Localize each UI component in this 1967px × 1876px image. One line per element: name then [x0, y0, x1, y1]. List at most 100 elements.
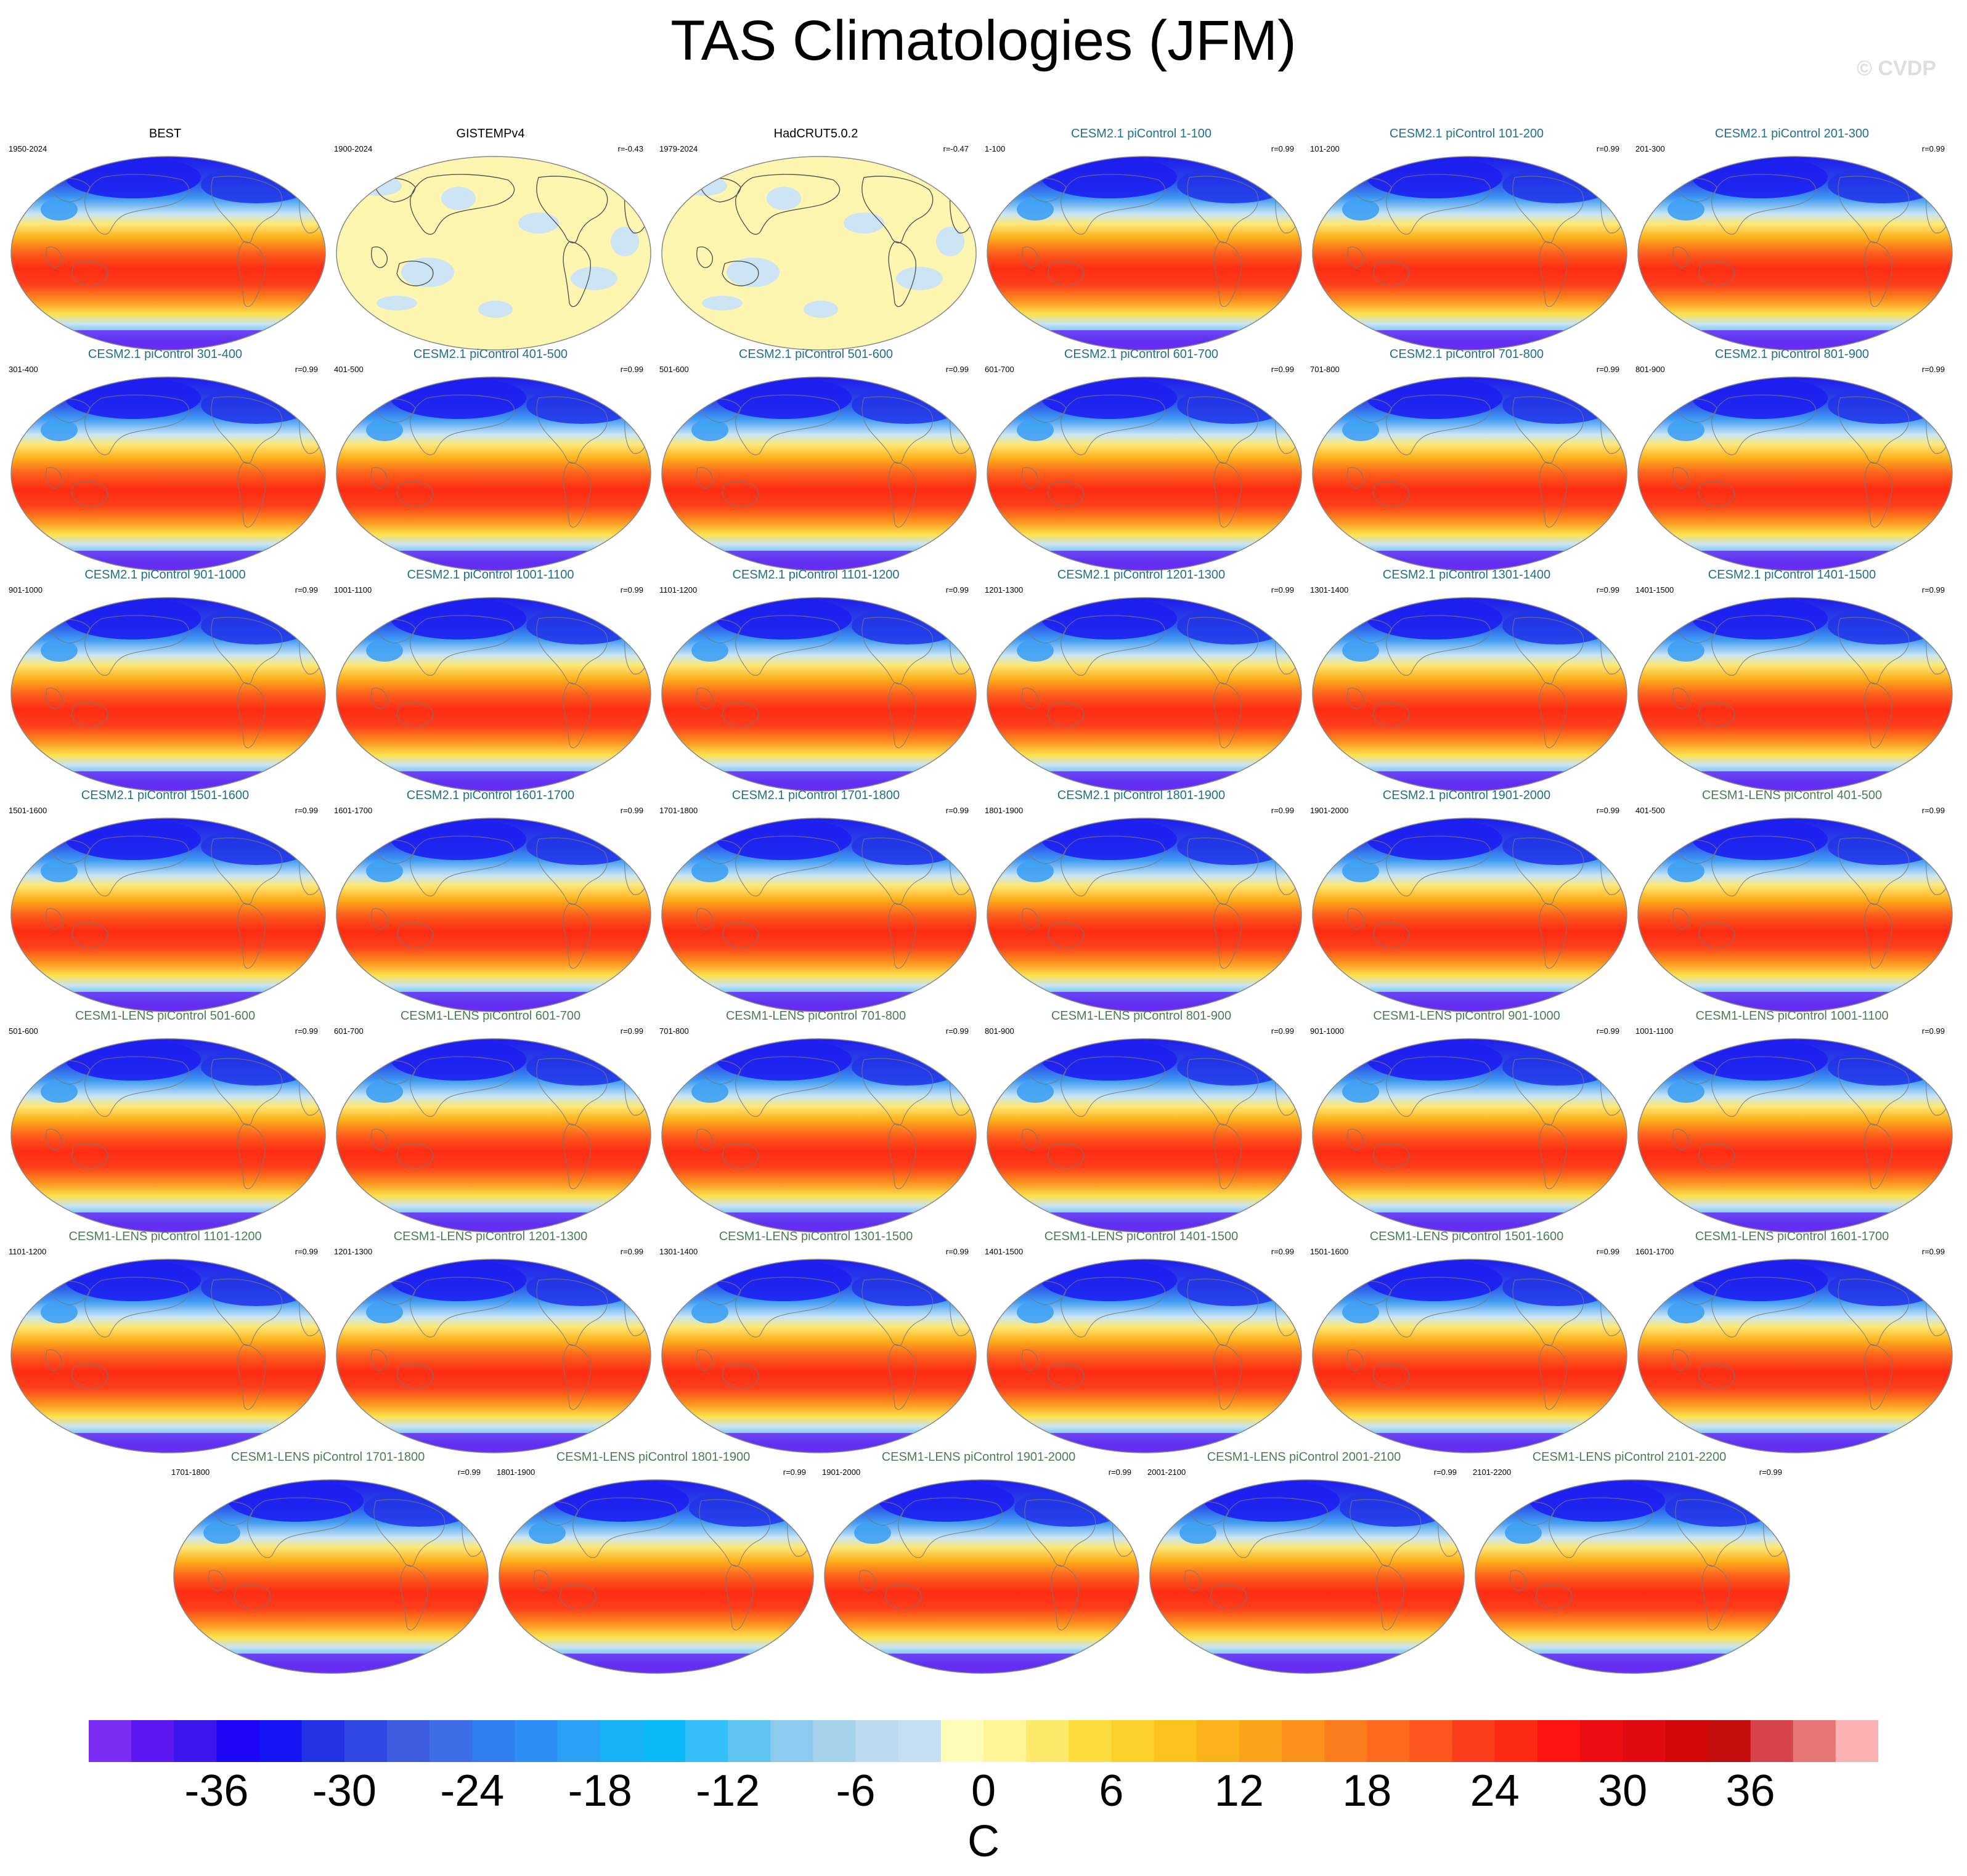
panel-title: CESM1-LENS piControl 1301-1500: [719, 1230, 913, 1243]
colorbar-bin: [1835, 1720, 1878, 1762]
world-map: [1149, 1479, 1465, 1674]
map-panel: CESM1-LENS piControl 601-700 601-700 r=0.9…: [329, 1009, 652, 1233]
panel-period: 1601-1700: [1635, 1247, 1674, 1256]
colorbar-tick-label: -18: [568, 1766, 632, 1816]
panel-correlation: r=0.99: [1596, 585, 1619, 595]
panel-period: 2101-2200: [1473, 1468, 1512, 1477]
panel-title: CESM2.1 piControl 501-600: [738, 347, 894, 361]
panel-period: 101-200: [1310, 144, 1340, 153]
panel-correlation: r=0.99: [1596, 1247, 1619, 1256]
panel-title: CESM1-LENS piControl 1501-1600: [1369, 1230, 1564, 1243]
panel-period: 1701-1800: [171, 1468, 210, 1477]
map-panel: CESM2.1 piControl 101-200 101-200 r=0.99: [1305, 127, 1628, 351]
panel-correlation: r=0.99: [1921, 806, 1945, 815]
panel-correlation: r=0.99: [1271, 144, 1294, 153]
panel-period: 1301-1400: [659, 1247, 698, 1256]
colorbar-bin: [1708, 1720, 1751, 1762]
panel-period: 801-900: [985, 1026, 1014, 1036]
panel-correlation: r=0.99: [295, 365, 318, 374]
map-panel: CESM1-LENS piControl 801-900 801-900 r=0.9…: [980, 1009, 1303, 1233]
panel-title: CESM2.1 piControl 1001-1100: [407, 568, 574, 582]
world-map: [987, 156, 1302, 351]
colorbar-bin: [557, 1720, 601, 1762]
map-panel: CESM2.1 piControl 1401-1500 1401-1500 r=0.…: [1631, 568, 1953, 792]
colorbar-tick-label: 6: [1099, 1766, 1124, 1816]
panel-period: 301-400: [9, 365, 38, 374]
colorbar-bin: [1537, 1720, 1581, 1762]
panel-title: CESM1-LENS piControl 1101-1200: [68, 1230, 262, 1243]
panel-correlation: r=0.99: [1596, 806, 1619, 815]
panel-period: 1901-2000: [822, 1468, 861, 1477]
panel-period: 1501-1600: [9, 806, 47, 815]
colorbar-bin: [1665, 1720, 1709, 1762]
panel-correlation: r=0.99: [945, 806, 969, 815]
panel-title: CESM1-LENS piControl 401-500: [1701, 789, 1883, 802]
world-map: [1637, 156, 1953, 351]
world-map: [1312, 1038, 1627, 1233]
world-map: [661, 818, 977, 1012]
panel-title: CESM2.1 piControl 401-500: [413, 347, 568, 361]
colorbar-bin: [1111, 1720, 1155, 1762]
world-map: [336, 156, 651, 351]
colorbar-bin: [685, 1720, 728, 1762]
panel-period: 1001-1100: [334, 585, 372, 595]
map-panel: CESM1-LENS piControl 2001-2100 2001-2100 r…: [1142, 1450, 1465, 1674]
colorbar-bin: [1452, 1720, 1496, 1762]
panel-title: CESM1-LENS piControl 601-700: [400, 1009, 581, 1023]
colorbar: [89, 1720, 1878, 1762]
panel-correlation: r=0.99: [1108, 1468, 1131, 1477]
colorbar-bin: [131, 1720, 174, 1762]
panel-period: 801-900: [1635, 365, 1665, 374]
panel-correlation: r=0.99: [1271, 585, 1294, 595]
panel-period: 401-500: [334, 365, 364, 374]
map-panel: CESM2.1 piControl 801-900 801-900 r=0.99: [1631, 347, 1953, 571]
panel-title: BEST: [149, 127, 182, 140]
panel-period: 1901-2000: [1310, 806, 1349, 815]
panel-correlation: r=0.99: [945, 1026, 969, 1036]
colorbar-label: C: [967, 1817, 1000, 1866]
map-panel: CESM2.1 piControl 1901-2000 1901-2000 r=0.…: [1305, 789, 1628, 1012]
panel-correlation: r=0.99: [1921, 585, 1945, 595]
panel-correlation: r=0.99: [1271, 806, 1294, 815]
colorbar-tick-label: 12: [1214, 1766, 1264, 1816]
panel-period: 1201-1300: [334, 1247, 373, 1256]
world-map: [1312, 597, 1627, 792]
colorbar-bin: [1324, 1720, 1367, 1762]
panel-period: 1401-1500: [985, 1247, 1024, 1256]
panel-period: 401-500: [1635, 806, 1665, 815]
world-map: [10, 597, 326, 792]
panel-period: 1001-1100: [1635, 1026, 1674, 1036]
colorbar-bin: [1750, 1720, 1794, 1762]
colorbar-bin: [1494, 1720, 1538, 1762]
map-panel: CESM1-LENS piControl 2101-2200 2101-2200 r…: [1468, 1450, 1791, 1674]
colorbar-bin: [1409, 1720, 1453, 1762]
map-panel: CESM2.1 piControl 1101-1200 1101-1200 r=0.…: [654, 568, 977, 792]
panel-correlation: r=0.99: [945, 585, 969, 595]
world-map: [661, 1259, 977, 1453]
map-panel: CESM2.1 piControl 901-1000 901-1000 r=0.99: [4, 568, 327, 792]
panel-title: CESM2.1 piControl 901-1000: [84, 568, 246, 582]
colorbar-tick-label: 18: [1342, 1766, 1392, 1816]
world-map: [336, 376, 651, 571]
panel-correlation: r=0.99: [457, 1468, 481, 1477]
colorbar-tick-label: -24: [440, 1766, 505, 1816]
world-map: [1637, 597, 1953, 792]
colorbar-bin: [216, 1720, 260, 1762]
panel-period: 2001-2100: [1147, 1468, 1186, 1477]
panel-correlation: r=0.99: [1921, 1026, 1945, 1036]
panel-correlation: r=0.99: [1596, 1026, 1619, 1036]
panel-title: CESM2.1 piControl 1601-1700: [406, 789, 575, 802]
colorbar-bin: [515, 1720, 558, 1762]
colorbar-bin: [1623, 1720, 1666, 1762]
map-panel: CESM1-LENS piControl 1201-1300 1201-1300 r…: [329, 1230, 652, 1453]
map-panel: CESM2.1 piControl 201-300 201-300 r=0.99: [1631, 127, 1953, 351]
panel-period: 201-300: [1635, 144, 1665, 153]
map-panel: CESM2.1 piControl 701-800 701-800 r=0.99: [1305, 347, 1628, 571]
colorbar-tick-label: 24: [1470, 1766, 1520, 1816]
colorbar-bin: [344, 1720, 388, 1762]
panel-period: 601-700: [985, 365, 1014, 374]
colorbar-bin: [898, 1720, 942, 1762]
colorbar-bin: [813, 1720, 857, 1762]
map-panel: CESM2.1 piControl 1801-1900 1801-1900 r=0.…: [980, 789, 1303, 1012]
panel-title: CESM2.1 piControl 701-800: [1389, 347, 1544, 361]
